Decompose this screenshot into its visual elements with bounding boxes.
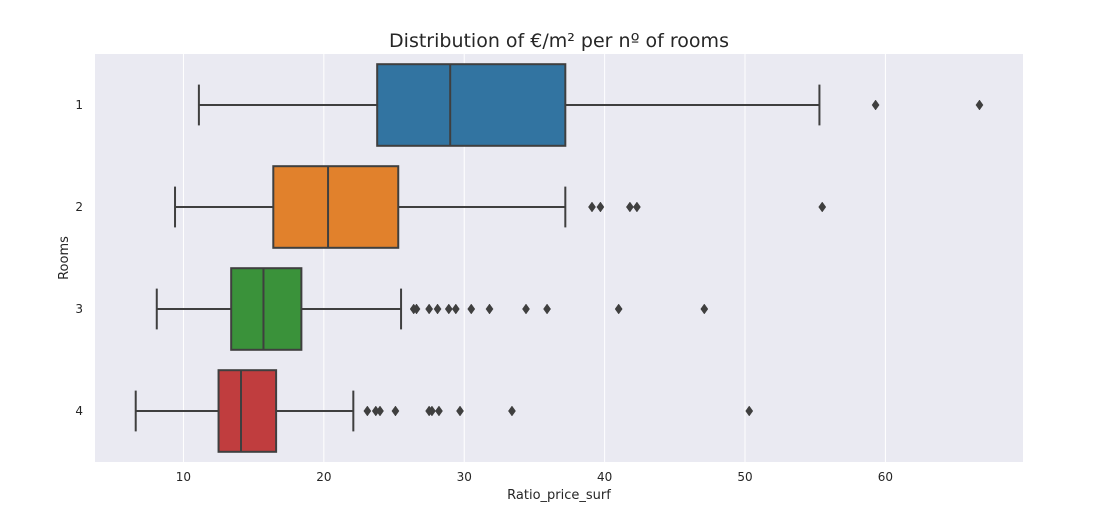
outlier-point bbox=[871, 99, 880, 111]
y-tick-label: 2 bbox=[75, 200, 83, 214]
box-group-rooms-4 bbox=[134, 369, 754, 453]
outlier-point bbox=[625, 201, 634, 213]
iqr-box bbox=[230, 267, 303, 351]
y-axis-label: Rooms bbox=[57, 236, 72, 280]
outlier-point bbox=[391, 405, 400, 417]
outlier-point bbox=[818, 201, 827, 213]
outlier-point bbox=[376, 405, 384, 417]
outlier-point bbox=[428, 405, 436, 417]
x-tick-label: 30 bbox=[457, 470, 472, 484]
iqr-box bbox=[376, 63, 567, 147]
box-group-rooms-3 bbox=[155, 267, 709, 351]
outlier-point bbox=[412, 303, 421, 315]
x-tick-labels: 10 20 30 40 50 60 bbox=[176, 470, 893, 484]
boxes bbox=[134, 63, 984, 453]
chart-title: Distribution of €/m² per nº of rooms bbox=[389, 30, 729, 52]
outlier-point bbox=[435, 405, 443, 417]
outlier-point bbox=[745, 405, 754, 417]
iqr-box bbox=[217, 369, 278, 453]
outlier-point bbox=[522, 303, 530, 315]
x-tick-label: 60 bbox=[878, 470, 893, 484]
y-tick-label: 3 bbox=[75, 302, 83, 316]
x-tick-label: 10 bbox=[176, 470, 191, 484]
outlier-point bbox=[588, 201, 596, 213]
outlier-point bbox=[451, 303, 460, 315]
outlier-point bbox=[433, 303, 442, 315]
outlier-point bbox=[425, 303, 434, 315]
outlier-point bbox=[485, 303, 494, 315]
box-group-rooms-1 bbox=[197, 63, 984, 147]
x-axis-label: Ratio_price_surf bbox=[507, 488, 611, 503]
outlier-point bbox=[614, 303, 623, 315]
x-tick-label: 50 bbox=[737, 470, 752, 484]
outlier-point bbox=[596, 201, 605, 213]
y-tick-labels: 1 2 3 4 bbox=[75, 98, 83, 418]
outlier-point bbox=[363, 405, 372, 417]
outlier-point bbox=[467, 303, 476, 315]
outlier-point bbox=[633, 201, 641, 213]
outlier-point bbox=[543, 303, 551, 315]
outlier-point bbox=[508, 405, 516, 417]
y-tick-label: 1 bbox=[75, 98, 83, 112]
box-group-rooms-2 bbox=[174, 165, 827, 249]
x-tick-label: 40 bbox=[597, 470, 612, 484]
outlier-point bbox=[700, 303, 709, 315]
y-tick-label: 4 bbox=[75, 404, 83, 418]
outlier-point bbox=[456, 405, 464, 417]
x-tick-label: 20 bbox=[316, 470, 331, 484]
outlier-point bbox=[444, 303, 453, 315]
outlier-point bbox=[975, 99, 984, 111]
iqr-box bbox=[272, 165, 400, 249]
